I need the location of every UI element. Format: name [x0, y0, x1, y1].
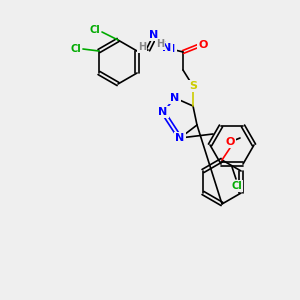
Text: Cl: Cl: [232, 181, 242, 191]
Text: Cl: Cl: [90, 25, 101, 35]
Text: S: S: [189, 81, 197, 91]
Text: N: N: [162, 43, 172, 53]
Text: H: H: [138, 42, 146, 52]
Text: H: H: [156, 39, 164, 49]
Text: N: N: [176, 133, 184, 143]
Text: N: N: [167, 44, 176, 54]
Text: N: N: [158, 107, 168, 117]
Text: Cl: Cl: [70, 44, 81, 54]
Text: O: O: [225, 137, 235, 147]
Text: N: N: [170, 93, 180, 103]
Text: O: O: [198, 40, 208, 50]
Text: N: N: [149, 30, 159, 40]
Text: H: H: [157, 41, 165, 51]
